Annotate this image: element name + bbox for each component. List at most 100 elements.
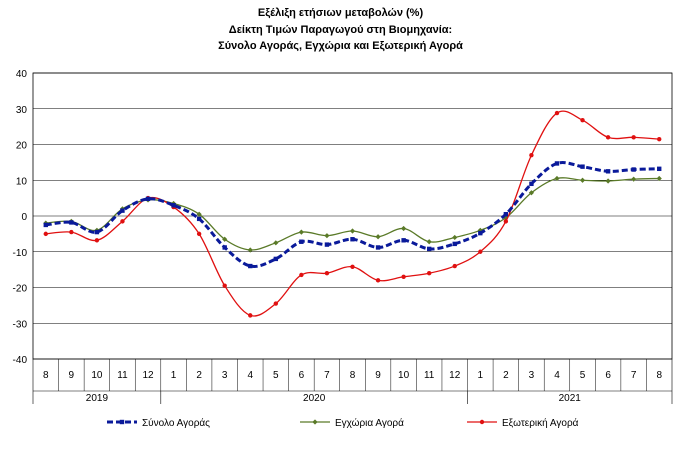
data-point [69, 220, 74, 225]
legend-marker [479, 419, 485, 425]
data-point [375, 234, 381, 240]
data-point [657, 136, 662, 142]
legend-label: Εξωτερική Αγορά [502, 417, 579, 429]
data-point [349, 228, 356, 234]
x-tick-label: 5 [273, 370, 279, 381]
data-point [529, 181, 534, 187]
x-tick-label: 3 [529, 370, 535, 381]
series-line [45, 110, 660, 317]
data-point [94, 229, 100, 235]
x-tick-label: 2 [503, 370, 509, 381]
data-point [43, 231, 48, 237]
data-point [631, 167, 636, 172]
y-tick-label: -10 [13, 248, 28, 259]
x-tick-label: 12 [449, 370, 461, 381]
data-point [426, 239, 432, 245]
data-point [196, 231, 202, 237]
data-point [324, 271, 330, 276]
legend-marker [312, 419, 318, 425]
data-point [120, 219, 125, 224]
x-tick-label: 1 [478, 370, 484, 381]
x-tick-label: 6 [299, 370, 305, 381]
x-tick-label: 8 [350, 370, 356, 381]
data-point [273, 256, 279, 262]
data-point [94, 238, 100, 243]
data-point [580, 164, 585, 169]
data-point [196, 216, 202, 222]
x-tick-label: 1 [171, 370, 177, 381]
x-tick-label: 2 [196, 370, 202, 381]
data-point [69, 229, 74, 235]
chart-title-line-3: Σύνολο Αγοράς, Εγχώρια και Εξωτερική Αγο… [218, 40, 463, 52]
data-point [299, 272, 304, 278]
data-point [657, 166, 662, 172]
data-point [196, 211, 202, 217]
year-label: 2021 [559, 393, 582, 404]
data-point [503, 219, 509, 224]
y-tick-label: -30 [13, 319, 28, 330]
x-tick-label: 3 [222, 370, 228, 381]
data-point [554, 110, 560, 116]
data-point [554, 161, 560, 166]
data-point [299, 239, 304, 244]
x-tick-label: 10 [398, 370, 410, 381]
data-point [222, 245, 227, 250]
chart-title-line-1: Εξέλιξη ετήσιων μεταβολών (%) [257, 7, 424, 19]
data-point [298, 229, 304, 235]
data-point [452, 241, 457, 247]
data-point [452, 263, 457, 269]
x-tick-label: 11 [117, 370, 128, 381]
data-point [324, 233, 330, 239]
plot-border [32, 72, 673, 360]
x-tick-label: 9 [375, 370, 381, 381]
data-point [426, 271, 432, 276]
x-tick-label: 4 [554, 370, 560, 381]
x-tick-label: 7 [324, 370, 330, 381]
data-point [401, 274, 406, 279]
x-tick-label: 8 [656, 370, 662, 381]
data-point [324, 242, 330, 247]
data-point [350, 237, 355, 242]
data-point [350, 264, 355, 269]
y-tick-label: 0 [21, 212, 27, 223]
y-tick-label: -20 [13, 284, 28, 295]
x-tick-label: 11 [424, 370, 435, 381]
data-point [171, 203, 176, 208]
data-point [248, 313, 253, 318]
data-point [222, 236, 228, 242]
x-tick-label: 8 [43, 370, 49, 381]
legend-label: Εγχώρια Αγορά [335, 417, 404, 429]
legend-marker [119, 419, 125, 425]
data-point [273, 240, 279, 246]
data-point [273, 301, 279, 306]
x-tick-label: 10 [91, 370, 103, 381]
y-tick-label: 10 [16, 176, 28, 187]
y-tick-label: 30 [16, 105, 28, 116]
data-point [248, 263, 253, 269]
data-point [222, 283, 227, 288]
chart-title-line-2: Δείκτη Τιμών Παραγωγού στη Βιομηχανία: [228, 24, 453, 36]
y-tick-label: -40 [13, 355, 28, 366]
data-point [656, 175, 662, 182]
year-label: 2019 [86, 393, 109, 404]
data-point [605, 135, 611, 140]
year-label: 2020 [303, 393, 326, 404]
data-point [605, 169, 611, 174]
x-tick-label: 5 [580, 370, 586, 381]
legend-label: Σύνολο Αγοράς [142, 417, 210, 429]
data-point [580, 117, 585, 123]
y-tick-label: 20 [16, 141, 28, 152]
data-point [478, 230, 483, 236]
data-point [503, 212, 509, 217]
x-tick-label: 4 [247, 370, 253, 381]
data-point [401, 238, 406, 243]
data-point [579, 177, 586, 183]
data-point [554, 175, 560, 182]
x-tick-label: 12 [142, 370, 154, 381]
data-point [401, 225, 407, 232]
data-point [247, 247, 253, 253]
data-point [631, 176, 637, 182]
y-tick-label: 40 [16, 69, 28, 80]
